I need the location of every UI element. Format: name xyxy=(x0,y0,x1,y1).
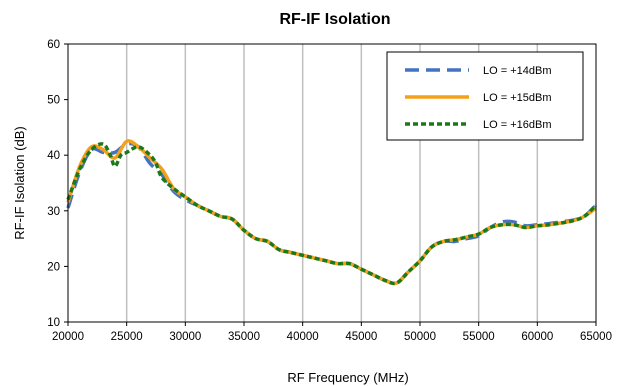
x-tick-label: 35000 xyxy=(228,331,260,343)
legend: LO = +14dBm LO = +15dBm LO = +16dBm xyxy=(386,51,584,141)
x-tick-label: 60000 xyxy=(521,331,553,343)
x-tick-label: 45000 xyxy=(345,331,377,343)
plot-area-frame xyxy=(67,43,597,323)
x-tick-label: 20000 xyxy=(52,331,84,343)
legend-entry: LO = +15dBm xyxy=(483,92,552,104)
legend-entry: LO = +16dBm xyxy=(483,119,552,131)
x-tick-label: 25000 xyxy=(111,331,143,343)
y-tick-label: 10 xyxy=(47,317,60,329)
chart-title: RF-IF Isolation xyxy=(279,11,390,28)
y-tick-label: 20 xyxy=(47,261,60,273)
x-tick-label: 55000 xyxy=(463,331,495,343)
x-tick-label: 50000 xyxy=(404,331,436,343)
y-tick-label: 30 xyxy=(47,206,60,218)
axis-ticks: 10 20 30 40 50 60 20000 25000 30000 35000 40000 450… xyxy=(47,39,612,343)
y-tick-label: 60 xyxy=(47,39,60,51)
legend-entry: LO = +14dBm xyxy=(483,65,552,77)
plot-series xyxy=(66,139,598,286)
x-tick-label: 40000 xyxy=(287,331,319,343)
series-line xyxy=(66,142,598,286)
y-tick-label: 50 xyxy=(47,95,60,107)
x-tick-label: 30000 xyxy=(169,331,201,343)
y-axis-label: RF-IF Isolation (dB) xyxy=(12,126,27,239)
x-tick-label: 65000 xyxy=(580,331,612,343)
x-axis-label: RF Frequency (MHz) xyxy=(287,370,408,385)
y-tick-label: 40 xyxy=(47,150,60,162)
